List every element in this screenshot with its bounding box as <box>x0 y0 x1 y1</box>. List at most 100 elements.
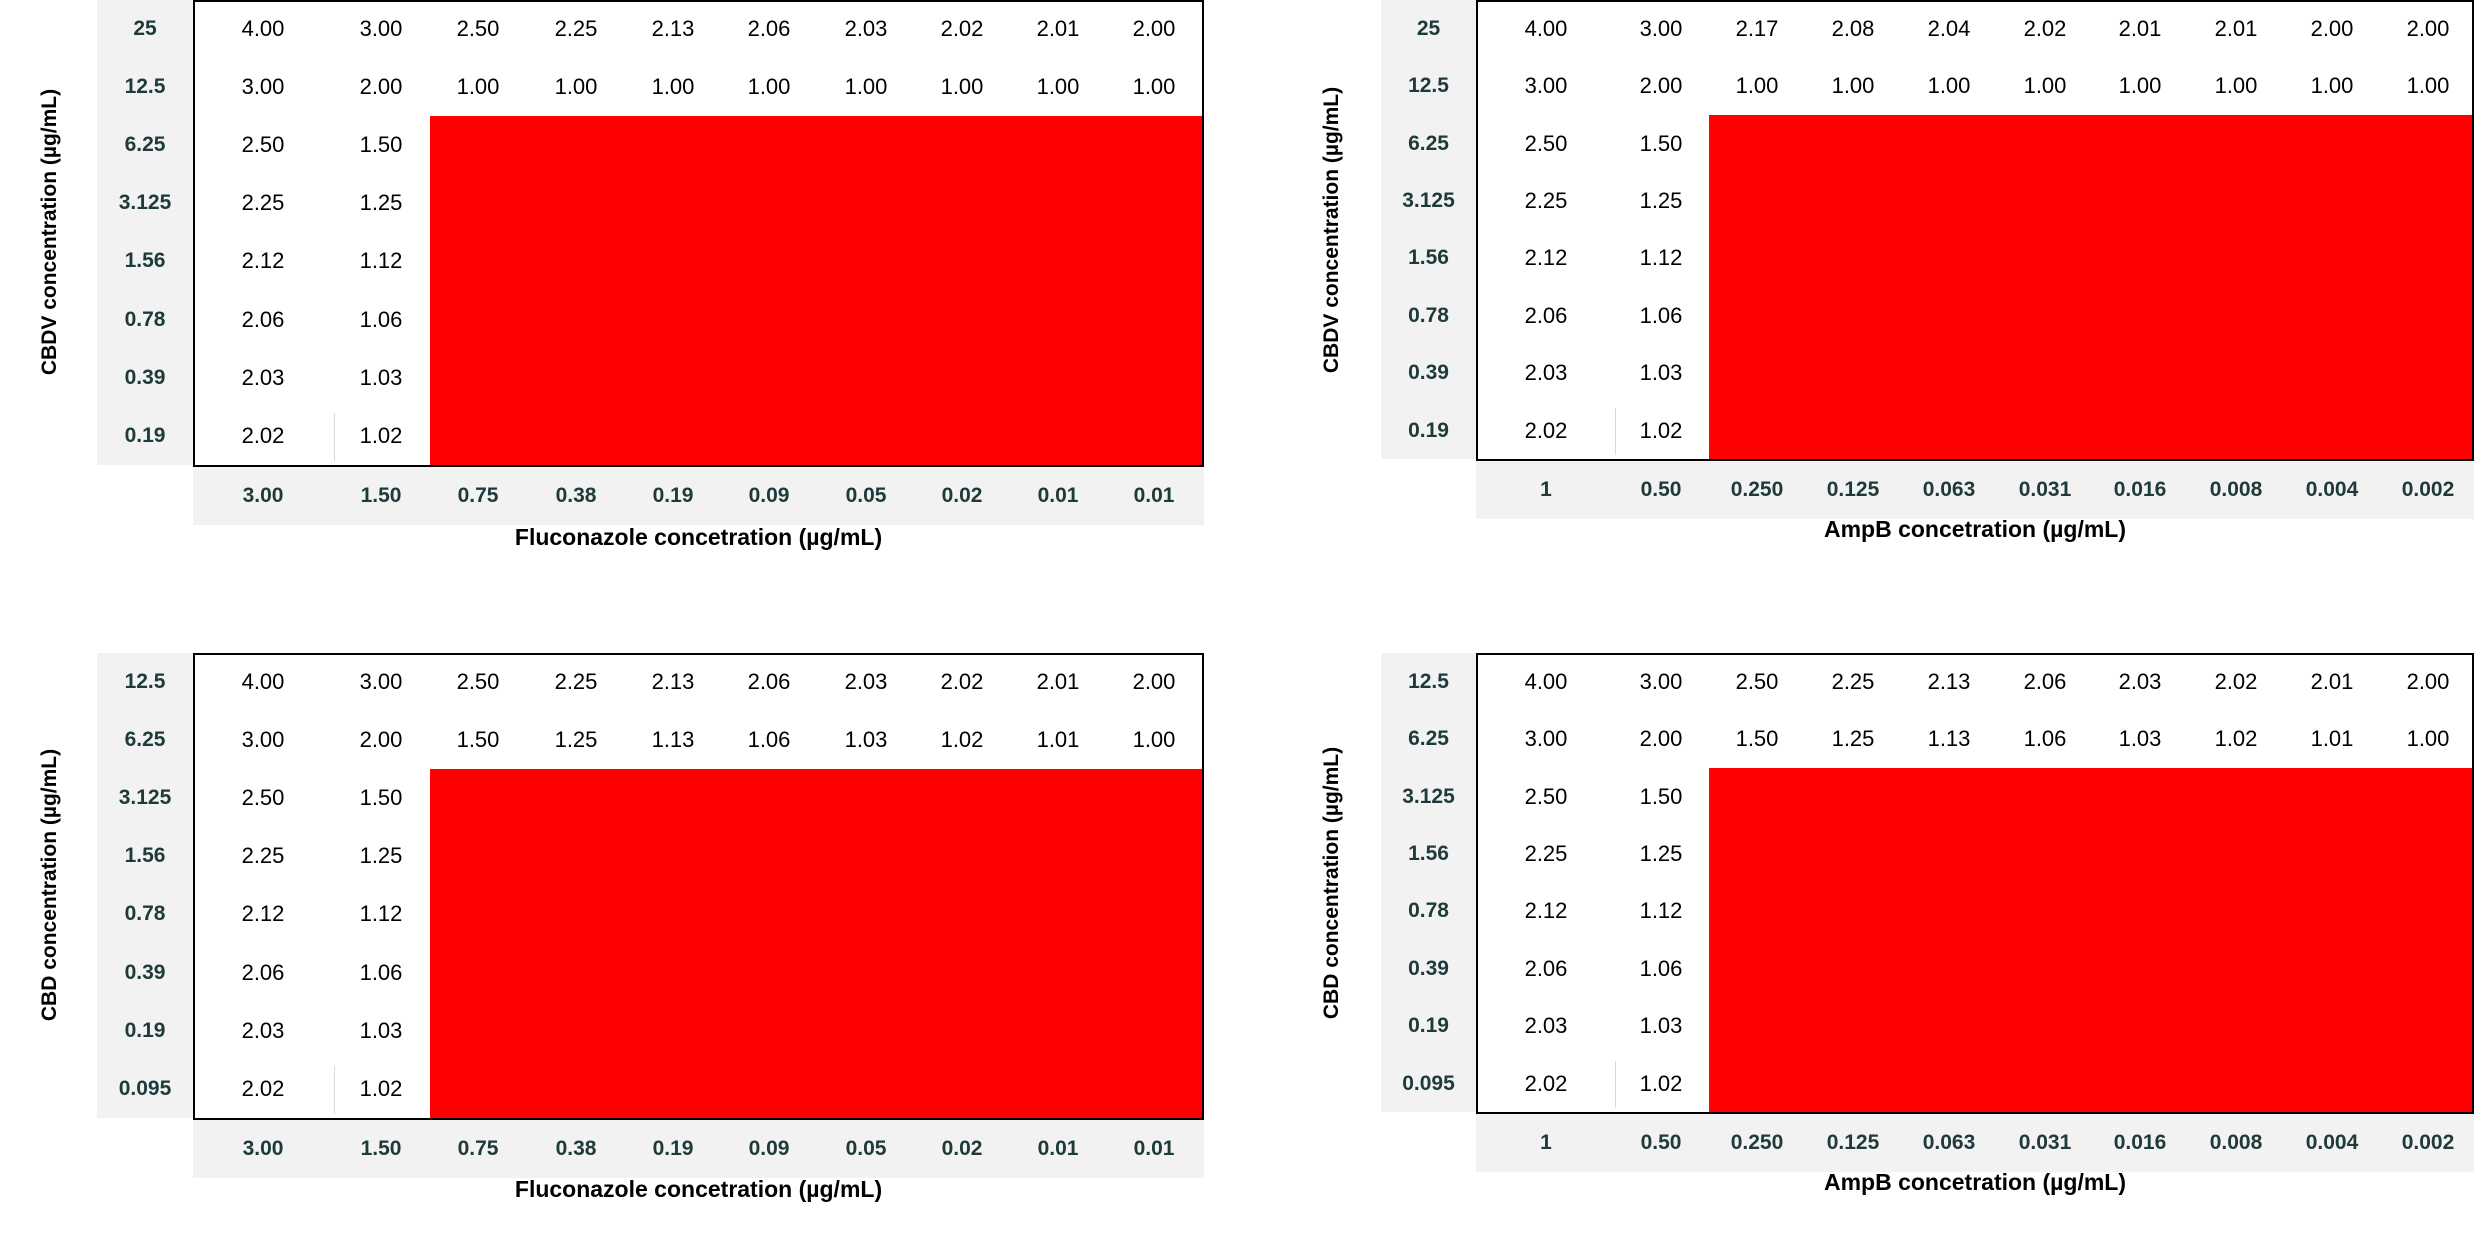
matrix-cell-value: 1.50 <box>1639 783 1683 809</box>
matrix-cell-value: 3.00 <box>359 16 403 42</box>
matrix-cell-value: 3.00 <box>1639 15 1683 41</box>
row-header-label: 0.19 <box>124 423 166 447</box>
matrix-cell-value: 3.00 <box>1639 668 1683 694</box>
matrix-cell-value: 2.13 <box>1927 668 1971 694</box>
column-header-label: 0.05 <box>845 1136 887 1160</box>
matrix-cell-value: 2.25 <box>554 16 598 42</box>
column-header-label: 0.19 <box>652 483 694 507</box>
matrix-cell-value: 2.03 <box>844 669 888 695</box>
matrix-cell-value: 1.12 <box>359 248 403 274</box>
matrix-cell-value: 2.02 <box>241 422 285 448</box>
row-header-label: 0.39 <box>124 365 166 389</box>
matrix-cell-value: 2.03 <box>1524 360 1568 386</box>
column-header-label: 0.250 <box>1730 1130 1784 1154</box>
column-header-label: 3.00 <box>242 1136 284 1160</box>
matrix-cell-value: 1.02 <box>1639 417 1683 443</box>
cell-separator <box>334 412 335 461</box>
row-header-label: 0.78 <box>1408 899 1449 923</box>
row-header-label: 12.5 <box>1408 74 1449 98</box>
matrix-cell-value: 1.00 <box>1132 74 1176 100</box>
matrix-cell-value: 2.00 <box>1132 16 1176 42</box>
column-header-label: 0.125 <box>1826 477 1880 501</box>
matrix-cell-value: 1.03 <box>1639 1013 1683 1039</box>
column-header-row <box>193 466 1204 525</box>
row-header-label: 6.25 <box>1408 131 1449 155</box>
y-axis-label: CBDV concentration (µg/mL) <box>1320 86 1343 373</box>
matrix-cell-value: 1.02 <box>359 422 403 448</box>
column-header-label: 0.063 <box>1922 1130 1976 1154</box>
matrix-cell-value: 1.06 <box>359 959 403 985</box>
matrix-cell-value: 2.02 <box>940 16 984 42</box>
column-header-label: 0.75 <box>457 483 499 507</box>
matrix-cell-value: 1.50 <box>1735 726 1779 752</box>
matrix-cell-value: 4.00 <box>241 669 285 695</box>
row-header-label: 1.56 <box>1408 246 1449 270</box>
matrix-cell-value: 2.02 <box>2023 15 2067 41</box>
column-header-label: 1.50 <box>360 483 402 507</box>
column-header-label: 0.01 <box>1037 483 1079 507</box>
row-header-label: 3.125 <box>118 191 172 215</box>
matrix-cell-value: 2.13 <box>651 16 695 42</box>
column-header-label: 0.01 <box>1037 1136 1079 1160</box>
matrix-cell-value: 2.00 <box>1132 669 1176 695</box>
matrix-cell-value: 2.06 <box>1524 955 1568 981</box>
column-header-label: 0.38 <box>555 483 597 507</box>
column-header-label: 0.01 <box>1133 483 1175 507</box>
matrix-cell-value: 1.00 <box>1735 73 1779 99</box>
matrix-cell-value: 1.00 <box>554 74 598 100</box>
matrix-cell-value: 1.00 <box>651 74 695 100</box>
column-header-label: 0.50 <box>1640 1130 1682 1154</box>
row-header-label: 12.5 <box>1408 669 1449 693</box>
matrix-cell-value: 2.00 <box>2406 668 2450 694</box>
row-header-label: 12.5 <box>124 75 166 99</box>
column-header-label: 1 <box>1540 1130 1552 1154</box>
column-header-row <box>1476 461 2474 519</box>
matrix-cell-value: 1.25 <box>1639 840 1683 866</box>
x-axis-label: AmpB concetration (µg/mL) <box>1823 516 2127 542</box>
matrix-cell-value: 1.02 <box>1639 1070 1683 1096</box>
matrix-cell-value: 1.25 <box>554 727 598 753</box>
column-header-label: 0.002 <box>2401 1130 2455 1154</box>
column-header-label: 0.004 <box>2305 1130 2359 1154</box>
matrix-cell-value: 2.01 <box>2118 15 2162 41</box>
matrix-cell-value: 2.02 <box>2214 668 2258 694</box>
column-header-label: 0.02 <box>941 1136 983 1160</box>
matrix-cell-value: 2.25 <box>1524 840 1568 866</box>
matrix-cell-value: 3.00 <box>1524 726 1568 752</box>
matrix-cell-value: 2.02 <box>241 1075 285 1101</box>
matrix-cell-value: 2.03 <box>1524 1013 1568 1039</box>
column-header-label: 1.50 <box>360 1136 402 1160</box>
matrix-cell-value: 2.00 <box>2310 15 2354 41</box>
matrix-cell-value: 1.02 <box>940 727 984 753</box>
column-header-label: 0.031 <box>2018 477 2072 501</box>
column-header-label: 0.008 <box>2209 1130 2263 1154</box>
matrix-cell-value: 1.06 <box>1639 302 1683 328</box>
row-header-label: 0.19 <box>1408 1014 1449 1038</box>
matrix-cell-value: 2.06 <box>1524 302 1568 328</box>
matrix-cell-value: 2.03 <box>241 1017 285 1043</box>
matrix-cell-value: 2.06 <box>747 669 791 695</box>
matrix-cell-value: 2.12 <box>1524 898 1568 924</box>
matrix-cell-value: 2.17 <box>1735 15 1779 41</box>
highlight-region <box>429 769 1202 1118</box>
row-header-label: 0.095 <box>118 1076 172 1100</box>
matrix-cell-value: 2.50 <box>1524 130 1568 156</box>
matrix-cell-value: 1.00 <box>2118 73 2162 99</box>
row-header-label: 0.78 <box>1408 303 1449 327</box>
matrix-cell-value: 2.01 <box>2310 668 2354 694</box>
matrix-cell-value: 1.06 <box>359 306 403 332</box>
column-header-label: 1 <box>1540 477 1552 501</box>
cell-separator <box>1615 407 1616 456</box>
column-header-label: 0.38 <box>555 1136 597 1160</box>
row-header-label: 25 <box>1416 16 1441 40</box>
y-axis-label: CBD concentration (µg/mL) <box>38 749 61 1022</box>
matrix-cell-value: 2.25 <box>1831 668 1875 694</box>
column-header-row <box>1476 1114 2474 1172</box>
column-header-label: 0.016 <box>2113 1130 2167 1154</box>
matrix-cell-value: 4.00 <box>1524 668 1568 694</box>
matrix-cell-value: 2.50 <box>241 132 285 158</box>
matrix-cell-value: 3.00 <box>241 727 285 753</box>
matrix-cell-value: 4.00 <box>1524 15 1568 41</box>
matrix-cell-value: 2.01 <box>1036 16 1080 42</box>
matrix-cell-value: 2.01 <box>1036 669 1080 695</box>
